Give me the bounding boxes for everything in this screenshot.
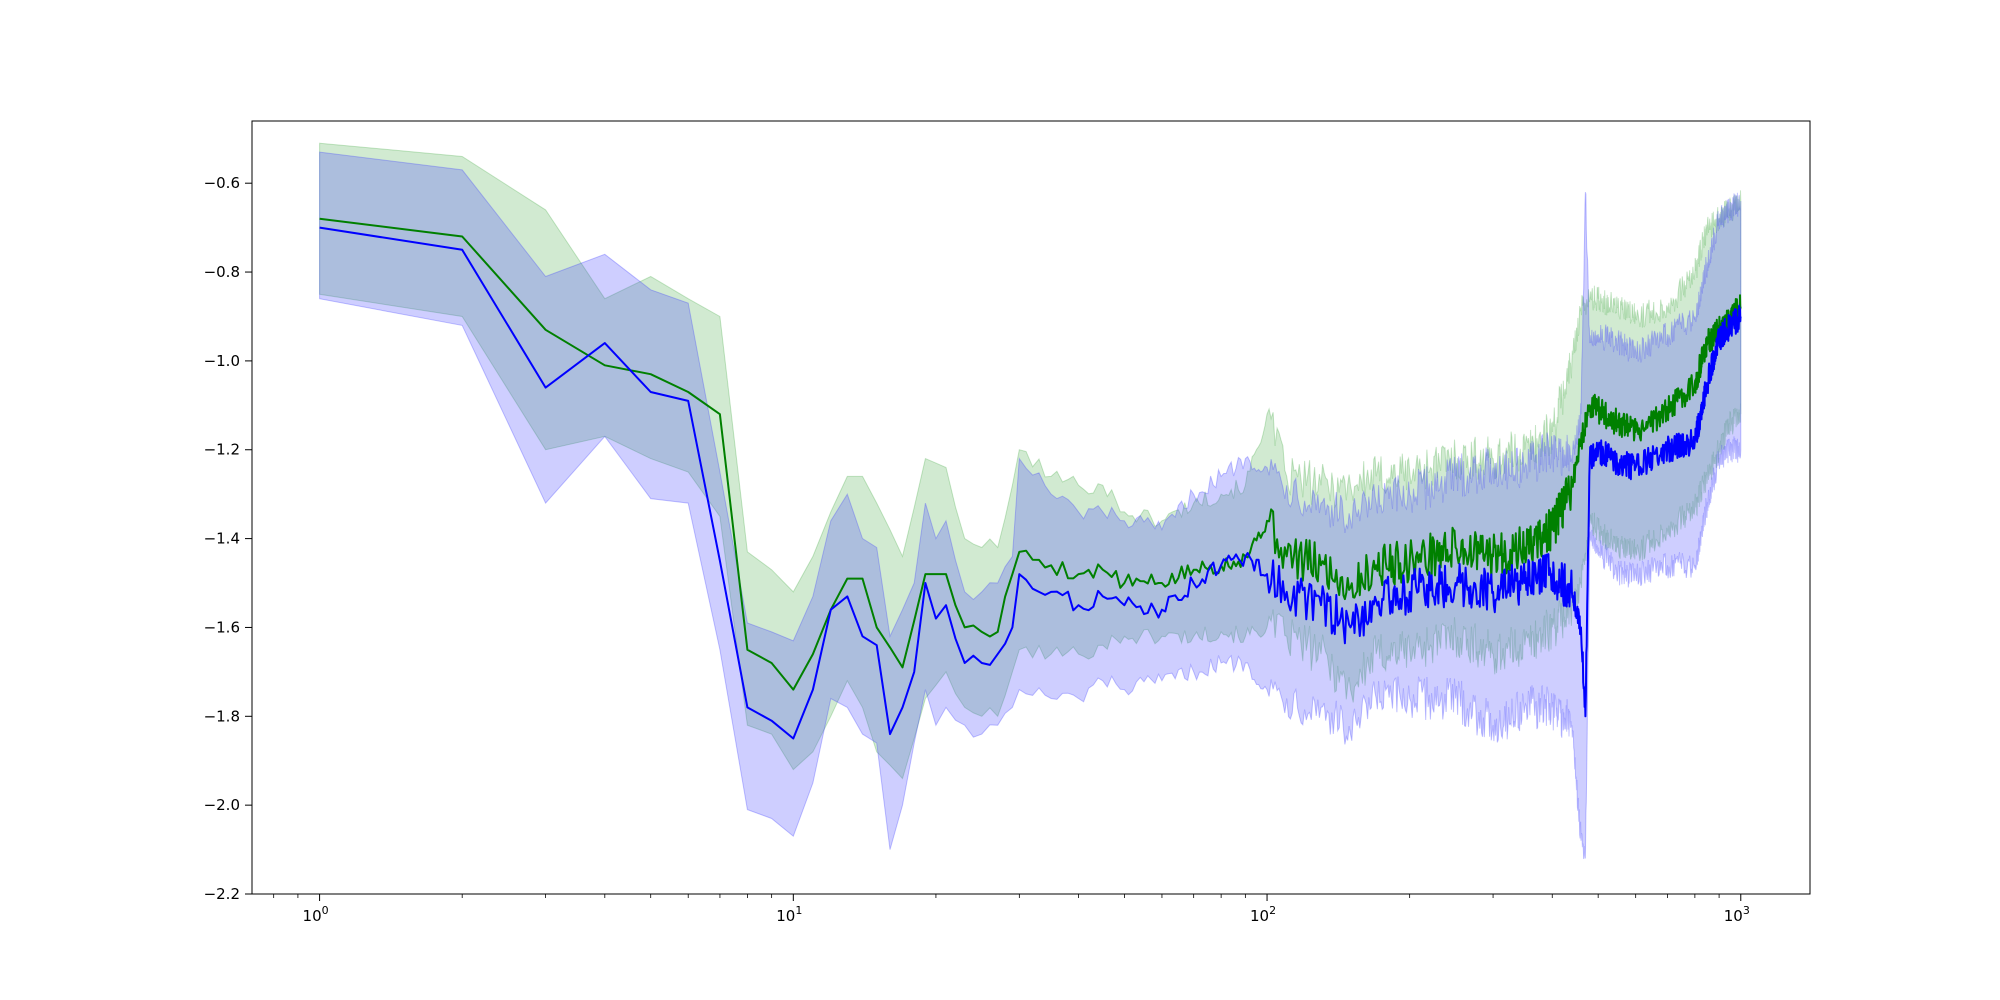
- x-tick-label-base: 10: [776, 907, 795, 925]
- y-tick-label: −2.2: [204, 885, 240, 903]
- x-tick-label: 100: [303, 904, 329, 925]
- y-tick-label: −1.6: [204, 618, 240, 636]
- x-tick-label-exponent: 0: [322, 904, 329, 917]
- plot-area-frame: [251, 120, 1811, 895]
- y-tick-label: −1.8: [204, 707, 240, 725]
- series-2-band: [319, 151, 1742, 860]
- series-2-line: [319, 226, 1742, 740]
- confidence-bands: [319, 142, 1742, 860]
- y-tick-label: −0.6: [204, 174, 240, 192]
- x-tick-label: 103: [1724, 904, 1750, 925]
- y-tick-label: −0.8: [204, 263, 240, 281]
- y-tick-label: −1.0: [204, 352, 240, 370]
- series-1-line: [319, 217, 1742, 691]
- x-axis: 100 101 102 103: [273, 894, 1750, 925]
- x-tick-label-exponent: 1: [795, 904, 802, 917]
- y-tick-label: −1.2: [204, 441, 240, 459]
- x-tick-label: 102: [1250, 904, 1276, 925]
- x-tick-label-base: 10: [1724, 907, 1743, 925]
- y-axis: −0.6 −0.8 −1.0 −1.2 −1.4 −1.6 −1.8 −2.0 −2.2: [204, 174, 252, 903]
- x-tick-label-exponent: 3: [1743, 904, 1750, 917]
- y-tick-label: −1.4: [204, 530, 240, 548]
- x-tick-label-base: 10: [303, 907, 322, 925]
- x-tick-label-base: 10: [1250, 907, 1269, 925]
- series-lines: [319, 217, 1742, 740]
- x-tick-label-exponent: 2: [1269, 904, 1276, 917]
- y-tick-label: −2.0: [204, 796, 240, 814]
- x-tick-label: 101: [776, 904, 802, 925]
- series-1-band: [319, 142, 1742, 780]
